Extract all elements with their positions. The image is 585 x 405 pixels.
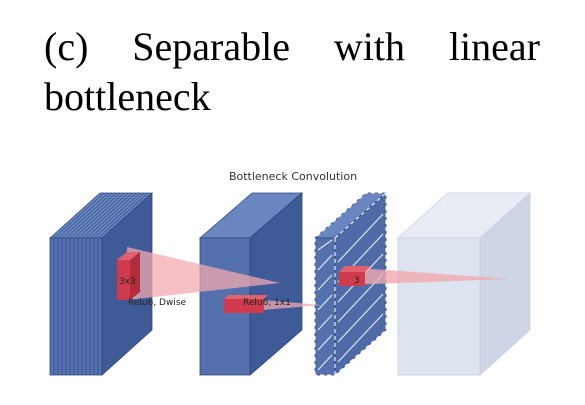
- bottleneck-convolution-diagram: Bottleneck Convolution: [48, 170, 532, 376]
- output-block-front: [397, 237, 481, 376]
- figure-caption: (c) Separable with linear bottleneck: [44, 24, 540, 119]
- dwise-projection-cone: [127, 247, 280, 300]
- kernel-label-3x3: 3x3: [119, 277, 136, 287]
- linear-kernel-label: 3: [354, 276, 360, 286]
- bottleneck-dashed-outline: [314, 192, 387, 376]
- bottleneck-block-front: [314, 237, 336, 376]
- linear-bottleneck-block: [313, 192, 388, 376]
- linear-projection-cone: [345, 267, 510, 285]
- pointwise-label: Relu6, 1x1: [243, 298, 291, 308]
- kernel-pointwise: [224, 295, 268, 313]
- input-block-layer-lines: [53, 192, 149, 375]
- kernel-3x3: [117, 252, 140, 300]
- output-block-faded: [396, 192, 532, 376]
- diagram-title: Bottleneck Convolution: [229, 170, 357, 183]
- kernel-linear: [339, 266, 371, 286]
- input-block-front: [49, 237, 103, 376]
- dwise-label: Relu6, Dwise: [128, 298, 187, 308]
